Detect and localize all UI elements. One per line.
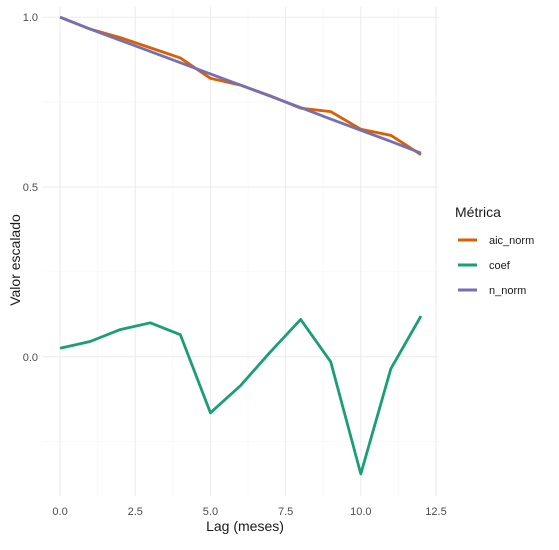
x-tick-label: 7.5	[278, 506, 293, 518]
legend-label: aic_norm	[489, 235, 534, 247]
x-tick-label: 12.5	[425, 506, 446, 518]
series-lines	[59, 15, 423, 476]
y-tick-label: 0.0	[23, 352, 38, 364]
grid	[42, 7, 439, 496]
y-axis-title: Valor escalado	[7, 214, 23, 306]
x-tick-label: 0.0	[52, 506, 67, 518]
x-tick-label: 2.5	[128, 506, 143, 518]
legend-item: n_norm	[458, 285, 526, 297]
legend-label: coef	[489, 260, 511, 272]
legend-item: aic_norm	[458, 235, 534, 247]
y-axis-ticks: 0.0 0.5 1.0	[23, 12, 38, 364]
y-tick-label: 0.5	[23, 182, 38, 194]
legend-item: coef	[458, 260, 511, 272]
x-axis-title: Lag (meses)	[206, 518, 284, 534]
series-line-n_norm	[59, 15, 422, 155]
legend-title: Métrica	[455, 204, 501, 220]
legend-label: n_norm	[489, 285, 526, 297]
series-line-coef	[59, 315, 423, 476]
x-axis-ticks: 0.0 2.5 5.0 7.5 10.0 12.5	[52, 506, 446, 518]
x-tick-label: 5.0	[203, 506, 218, 518]
x-tick-label: 10.0	[350, 506, 371, 518]
y-tick-label: 1.0	[23, 12, 38, 24]
